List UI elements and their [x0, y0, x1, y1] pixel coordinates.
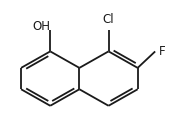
Text: Cl: Cl — [103, 13, 114, 26]
Text: F: F — [159, 45, 166, 58]
Text: OH: OH — [32, 20, 50, 33]
